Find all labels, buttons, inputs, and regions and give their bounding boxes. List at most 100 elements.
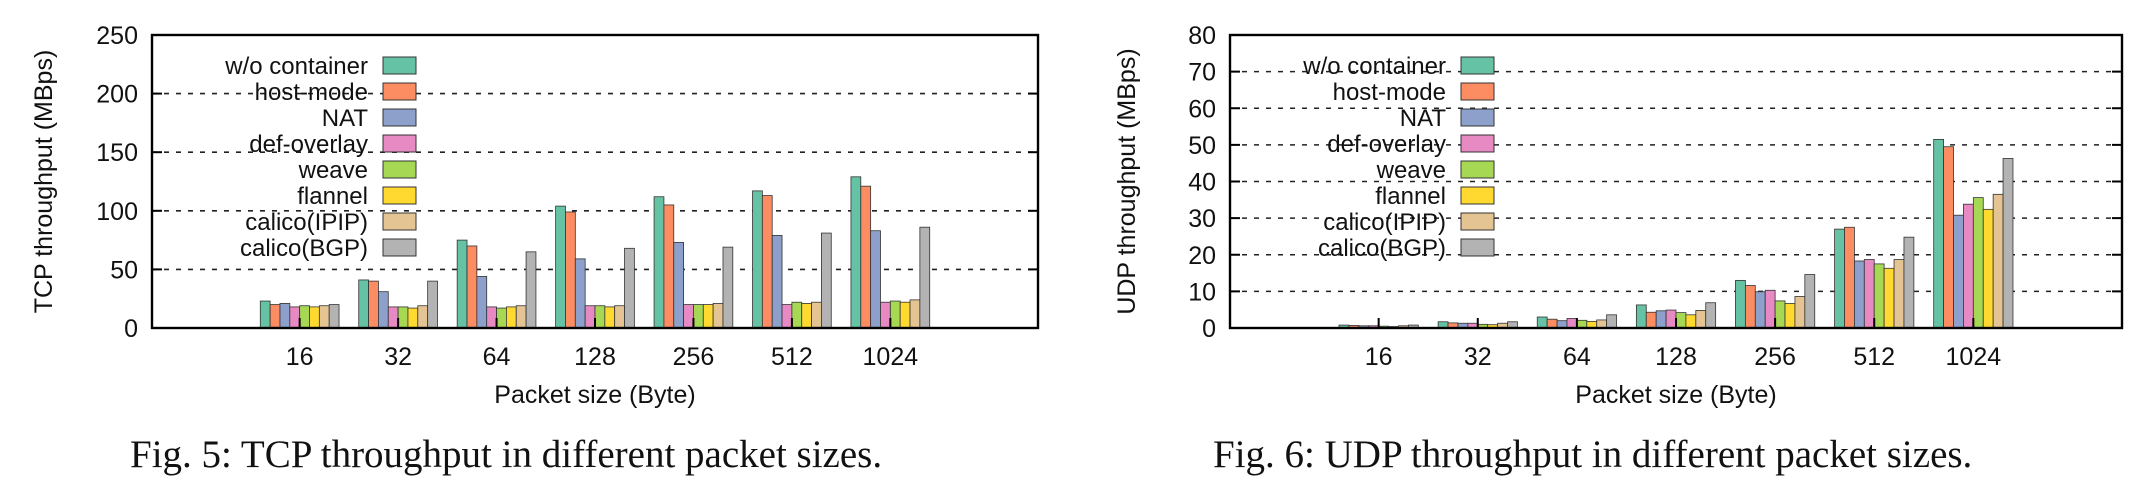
bar bbox=[752, 190, 763, 329]
bar bbox=[1834, 228, 1845, 329]
legend-swatch bbox=[382, 160, 417, 179]
bar bbox=[1883, 267, 1895, 329]
y-tick-label: 0 bbox=[124, 315, 138, 343]
figure-5-caption: Fig. 5: TCP throughput in different pack… bbox=[130, 433, 883, 476]
legend-swatch bbox=[1460, 160, 1495, 179]
bar bbox=[1665, 309, 1677, 329]
legend-swatch bbox=[382, 82, 417, 101]
legend-label: host-mode bbox=[255, 79, 368, 106]
legend-swatch bbox=[382, 56, 417, 75]
bar bbox=[1675, 312, 1687, 329]
bar bbox=[1635, 304, 1647, 329]
legend-label: w/o container bbox=[1302, 53, 1446, 80]
bar bbox=[515, 305, 527, 329]
bar bbox=[328, 304, 340, 329]
x-tick-label: 256 bbox=[1754, 343, 1796, 371]
y-tick-label: 50 bbox=[1188, 132, 1216, 160]
bar bbox=[318, 305, 330, 329]
bar bbox=[663, 204, 675, 329]
x-tick-label: 32 bbox=[1464, 343, 1492, 371]
bar bbox=[309, 306, 320, 329]
x-tick-label: 16 bbox=[1365, 343, 1393, 371]
bar bbox=[1953, 214, 1964, 329]
bar bbox=[811, 301, 822, 329]
bar bbox=[1794, 296, 1806, 329]
x-tick-label: 64 bbox=[1563, 343, 1591, 371]
bar bbox=[555, 205, 566, 329]
bar bbox=[1903, 236, 1915, 329]
y-tick-label: 10 bbox=[1188, 278, 1216, 306]
legend-swatch bbox=[1460, 108, 1495, 127]
bar bbox=[673, 242, 684, 329]
x-axis-label: Packet size (Byte) bbox=[494, 381, 695, 409]
y-tick-label: 60 bbox=[1188, 95, 1216, 123]
x-tick-label: 256 bbox=[673, 343, 715, 371]
y-tick-label: 30 bbox=[1188, 205, 1216, 233]
bar bbox=[781, 304, 793, 329]
bar bbox=[712, 302, 724, 329]
bar bbox=[574, 258, 586, 329]
bar bbox=[604, 306, 616, 329]
x-tick-label: 32 bbox=[384, 343, 412, 371]
bar bbox=[1982, 208, 1994, 329]
bar bbox=[1536, 316, 1548, 329]
bar bbox=[683, 304, 694, 329]
bar bbox=[624, 247, 635, 329]
x-tick-label: 1024 bbox=[863, 343, 919, 371]
bar bbox=[889, 300, 901, 329]
bar bbox=[299, 305, 310, 329]
legend-swatch bbox=[382, 212, 417, 231]
legend-swatch bbox=[382, 238, 417, 257]
y-tick-label: 150 bbox=[96, 139, 138, 167]
bar bbox=[279, 302, 291, 329]
bar bbox=[1606, 314, 1617, 329]
bar bbox=[899, 301, 911, 329]
legend-label: def-overlay bbox=[1327, 131, 1446, 158]
bar bbox=[1784, 303, 1796, 329]
y-tick-label: 100 bbox=[96, 198, 138, 226]
legend-swatch bbox=[1460, 82, 1495, 101]
legend-swatch bbox=[1460, 238, 1495, 257]
bar bbox=[584, 305, 596, 329]
bar bbox=[653, 196, 665, 329]
bar bbox=[791, 301, 803, 329]
bar bbox=[1645, 311, 1657, 329]
bar bbox=[269, 304, 281, 329]
bar bbox=[505, 306, 517, 329]
bar bbox=[1754, 291, 1766, 329]
legend-swatch bbox=[382, 186, 417, 205]
bar bbox=[1972, 197, 1984, 329]
bar bbox=[1655, 310, 1667, 329]
bar bbox=[1963, 203, 1974, 329]
bar bbox=[496, 307, 507, 329]
plot-frame bbox=[1228, 33, 2124, 330]
bar bbox=[1695, 310, 1707, 329]
bar bbox=[1546, 318, 1558, 329]
bar bbox=[1735, 279, 1746, 329]
legend-swatch bbox=[1460, 56, 1495, 75]
bar bbox=[1744, 285, 1756, 329]
udp-throughput-chart: 0 10 20 30 40 50 60 70 80 16 32 64 128 256 512 1024 w/o … bbox=[1113, 22, 2124, 409]
bar bbox=[860, 185, 872, 329]
bar bbox=[417, 305, 429, 329]
tcp-throughput-chart: 0 50 100 150 200 250 16 32 64 128 256 512 1024 w/o co… bbox=[30, 22, 1040, 409]
y-axis-label: UDP throughput (MBps) bbox=[1113, 48, 1141, 314]
plot-frame bbox=[150, 33, 1040, 330]
bar bbox=[466, 245, 478, 329]
bar bbox=[702, 304, 714, 329]
bar bbox=[771, 235, 783, 329]
bar bbox=[614, 305, 625, 329]
legend-label: weave bbox=[298, 157, 368, 184]
bar bbox=[1596, 319, 1608, 329]
bar bbox=[1705, 302, 1717, 329]
bar bbox=[722, 246, 734, 329]
bar bbox=[919, 226, 931, 329]
y-tick-label: 250 bbox=[96, 22, 138, 50]
y-tick-label: 70 bbox=[1188, 59, 1216, 87]
bar bbox=[1844, 226, 1855, 329]
bar bbox=[456, 239, 468, 329]
bar bbox=[1566, 318, 1578, 329]
bar bbox=[594, 305, 606, 329]
legend-swatch bbox=[1460, 186, 1495, 205]
